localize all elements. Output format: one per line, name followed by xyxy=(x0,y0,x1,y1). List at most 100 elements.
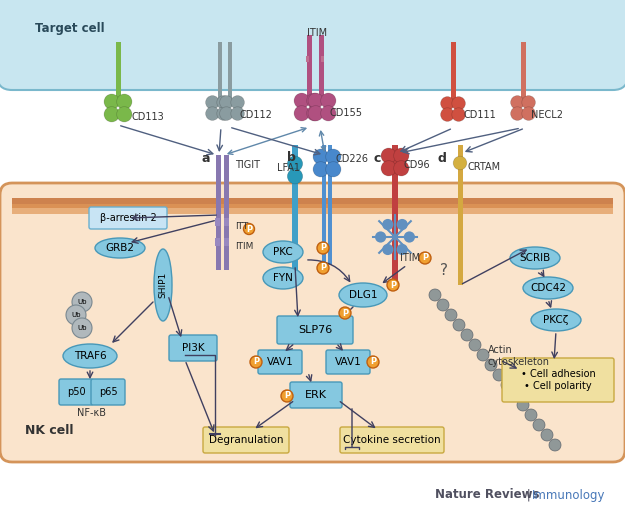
Circle shape xyxy=(509,389,521,401)
Circle shape xyxy=(281,390,293,402)
Text: VAV1: VAV1 xyxy=(334,357,361,367)
Circle shape xyxy=(250,356,262,368)
Text: PKCζ: PKCζ xyxy=(543,315,569,325)
Circle shape xyxy=(533,419,545,431)
Text: p65: p65 xyxy=(99,387,118,397)
Ellipse shape xyxy=(154,249,172,321)
Bar xyxy=(319,35,324,100)
Ellipse shape xyxy=(95,238,145,258)
Text: ITIM: ITIM xyxy=(400,253,420,263)
Bar xyxy=(306,35,311,100)
Text: P: P xyxy=(320,244,326,252)
Circle shape xyxy=(294,93,309,108)
Bar xyxy=(116,42,121,100)
Circle shape xyxy=(381,148,396,163)
Circle shape xyxy=(104,94,119,109)
Circle shape xyxy=(404,231,415,243)
Bar xyxy=(328,145,332,265)
Bar xyxy=(218,42,222,100)
Circle shape xyxy=(288,169,302,184)
FancyBboxPatch shape xyxy=(59,379,93,405)
Circle shape xyxy=(308,106,323,121)
Circle shape xyxy=(288,156,302,171)
Text: Ub: Ub xyxy=(71,312,81,318)
Text: Actin
cytoskeleton: Actin cytoskeleton xyxy=(488,345,550,366)
FancyBboxPatch shape xyxy=(0,183,625,462)
Text: NECL2: NECL2 xyxy=(531,110,563,120)
Bar xyxy=(392,145,398,290)
Text: Nature Reviews: Nature Reviews xyxy=(435,488,539,502)
Circle shape xyxy=(419,252,431,264)
Text: SHIP1: SHIP1 xyxy=(159,272,168,298)
Circle shape xyxy=(117,106,132,122)
Bar xyxy=(12,204,613,214)
Text: |: | xyxy=(523,488,534,502)
Text: c: c xyxy=(373,152,381,165)
Text: NK cell: NK cell xyxy=(25,424,74,436)
Circle shape xyxy=(367,356,379,368)
Circle shape xyxy=(394,161,409,176)
Bar xyxy=(228,42,232,100)
Text: Degranulation: Degranulation xyxy=(209,435,283,445)
Circle shape xyxy=(511,96,524,109)
FancyBboxPatch shape xyxy=(169,335,217,361)
Bar xyxy=(306,56,309,62)
Bar xyxy=(224,238,229,246)
Text: ITIM: ITIM xyxy=(307,28,327,38)
Circle shape xyxy=(445,309,457,321)
Text: p50: p50 xyxy=(67,387,85,397)
Circle shape xyxy=(525,409,537,421)
Text: b: b xyxy=(287,151,296,164)
Circle shape xyxy=(244,224,254,234)
Text: P: P xyxy=(422,253,428,263)
Text: PKC: PKC xyxy=(273,247,293,257)
FancyBboxPatch shape xyxy=(258,350,302,374)
Text: CD226: CD226 xyxy=(335,154,368,164)
Text: CDC42: CDC42 xyxy=(530,283,566,293)
Text: d: d xyxy=(438,152,447,165)
FancyBboxPatch shape xyxy=(89,207,167,229)
Text: ?: ? xyxy=(440,263,448,278)
Circle shape xyxy=(326,149,341,164)
Circle shape xyxy=(381,161,396,176)
Text: β-arrestin 2: β-arrestin 2 xyxy=(99,213,156,223)
Text: CRTAM: CRTAM xyxy=(468,162,501,172)
Circle shape xyxy=(441,97,454,110)
Bar xyxy=(224,155,229,270)
FancyBboxPatch shape xyxy=(91,379,125,405)
Ellipse shape xyxy=(510,247,560,269)
Circle shape xyxy=(477,349,489,361)
Bar xyxy=(321,56,324,62)
Circle shape xyxy=(217,96,231,109)
Bar xyxy=(12,198,613,208)
Circle shape xyxy=(219,107,233,120)
Text: Cytokine secretion: Cytokine secretion xyxy=(343,435,441,445)
Text: TRAF6: TRAF6 xyxy=(74,351,106,361)
Circle shape xyxy=(429,289,441,301)
Circle shape xyxy=(461,329,473,341)
Text: a: a xyxy=(202,152,211,165)
Circle shape xyxy=(452,97,466,110)
Text: ITT: ITT xyxy=(235,222,248,231)
Bar xyxy=(521,42,526,100)
Text: Target cell: Target cell xyxy=(35,22,104,35)
Circle shape xyxy=(397,244,408,255)
Text: Ub: Ub xyxy=(78,325,87,331)
Circle shape xyxy=(453,319,465,331)
Circle shape xyxy=(217,107,231,120)
Text: P: P xyxy=(342,308,348,318)
Text: • Cell adhesion
• Cell polarity: • Cell adhesion • Cell polarity xyxy=(521,369,596,391)
FancyBboxPatch shape xyxy=(203,427,289,453)
Bar xyxy=(216,155,221,270)
Circle shape xyxy=(437,299,449,311)
Circle shape xyxy=(313,161,328,177)
Circle shape xyxy=(339,307,351,319)
Ellipse shape xyxy=(531,309,581,331)
Circle shape xyxy=(294,106,309,121)
Text: ITIM: ITIM xyxy=(235,242,253,251)
Text: LFA1: LFA1 xyxy=(277,163,300,173)
Ellipse shape xyxy=(263,241,303,263)
Text: Ub: Ub xyxy=(78,299,87,305)
Circle shape xyxy=(511,107,524,120)
Text: GRB2: GRB2 xyxy=(106,243,134,253)
